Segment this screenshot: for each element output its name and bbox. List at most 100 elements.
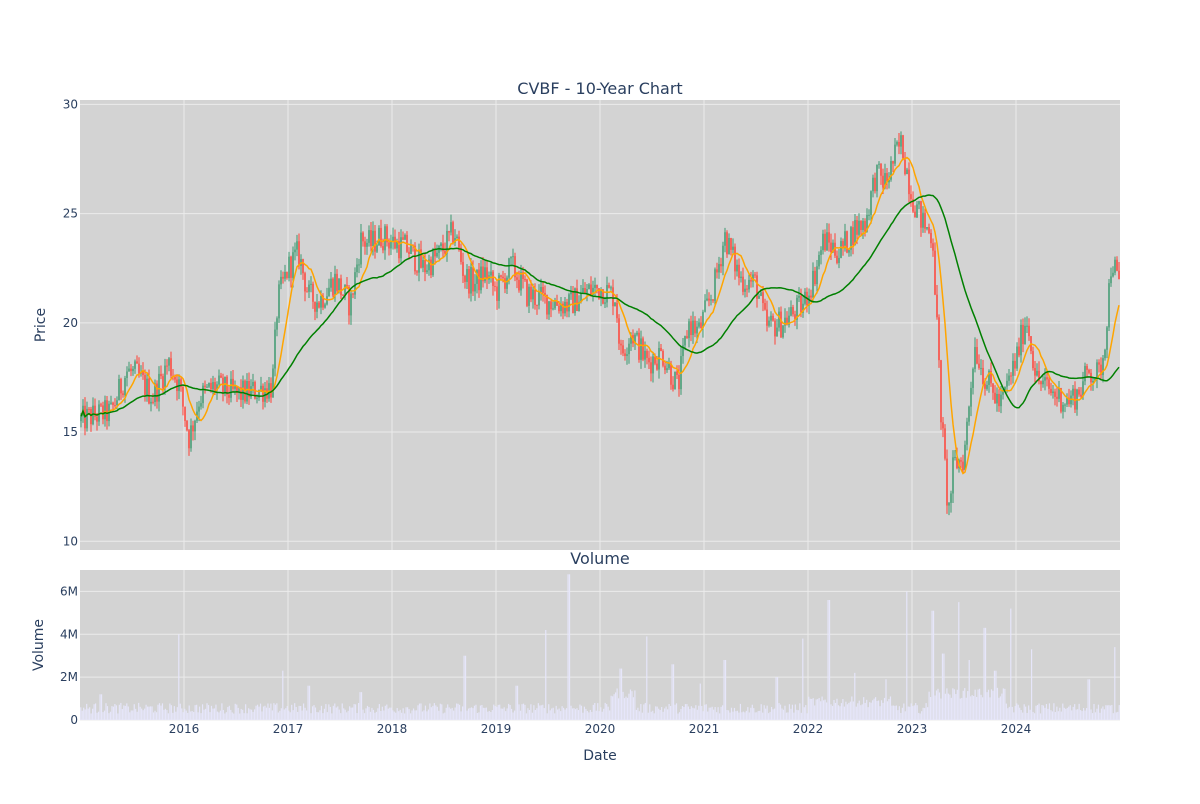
volume-bar xyxy=(331,713,333,720)
volume-bar xyxy=(261,711,263,720)
volume-bar xyxy=(485,707,487,720)
volume-bar xyxy=(686,704,688,720)
candle-body xyxy=(616,302,618,319)
volume-bar xyxy=(224,713,226,720)
candle-body xyxy=(482,266,484,282)
candle-body xyxy=(198,406,200,412)
candle-body xyxy=(712,299,714,301)
candle-body xyxy=(792,307,794,315)
candle-body xyxy=(368,230,370,243)
candle-body xyxy=(520,272,522,291)
candle-body xyxy=(1064,404,1066,406)
volume-bar xyxy=(292,710,294,720)
volume-bar xyxy=(898,706,900,720)
candle-body xyxy=(810,295,812,298)
candle-body xyxy=(640,338,642,360)
volume-bar xyxy=(817,699,819,720)
volume-bar xyxy=(286,706,288,720)
candle-body xyxy=(710,299,712,301)
volume-bar xyxy=(117,713,119,720)
volume-bar xyxy=(530,704,532,720)
candle-body xyxy=(158,373,160,402)
volume-bar xyxy=(613,694,615,720)
volume-bar xyxy=(307,685,309,720)
volume-bar xyxy=(402,708,404,720)
volume-bar xyxy=(230,709,232,720)
candle-body xyxy=(928,227,930,233)
candle-body xyxy=(766,309,768,326)
volume-bar xyxy=(515,685,517,720)
candle-body xyxy=(1094,378,1096,381)
volume-bar xyxy=(93,704,95,720)
candle-body xyxy=(188,430,190,449)
candle-body xyxy=(688,321,690,339)
candle-body xyxy=(892,161,894,164)
candle-body xyxy=(814,270,816,285)
volume-bar xyxy=(118,704,120,720)
candle-body xyxy=(998,393,1000,407)
candle-body xyxy=(592,287,594,295)
candle-body xyxy=(798,295,800,298)
volume-bar xyxy=(357,703,360,720)
volume-bar xyxy=(191,711,193,720)
candle-body xyxy=(686,336,688,339)
candle-body xyxy=(526,279,528,306)
candle-body xyxy=(252,381,254,387)
volume-bar xyxy=(999,696,1001,720)
volume-bar xyxy=(984,627,987,720)
volume-bar xyxy=(408,709,410,720)
candle-body xyxy=(1010,375,1012,377)
volume-bar xyxy=(164,708,167,720)
volume-bar xyxy=(823,700,825,720)
volume-bar xyxy=(366,705,369,720)
candle-body xyxy=(852,227,854,246)
volume-bar xyxy=(710,707,712,720)
candle-body xyxy=(282,276,284,279)
candle-body xyxy=(874,177,876,192)
volume-bar xyxy=(885,679,887,720)
candle-body xyxy=(672,384,674,390)
volume-bar xyxy=(166,710,168,720)
candle-body xyxy=(842,241,844,247)
volume-bar xyxy=(383,710,385,720)
volume-bar xyxy=(668,703,670,720)
volume-bar xyxy=(264,705,266,720)
volume-bar xyxy=(669,706,672,720)
volume-bar xyxy=(546,713,548,720)
candle-body xyxy=(836,255,838,263)
volume-bar xyxy=(598,711,600,720)
volume-bar xyxy=(346,712,348,720)
candle-body xyxy=(884,173,886,188)
volume-bar xyxy=(872,700,874,720)
candle-body xyxy=(148,378,150,404)
volume-bar xyxy=(707,711,709,720)
volume-bar xyxy=(499,704,501,720)
candle-body xyxy=(828,232,830,243)
candle-body xyxy=(938,317,940,361)
volume-bar xyxy=(519,710,522,720)
candle-body xyxy=(670,363,672,385)
volume-bar xyxy=(157,704,159,720)
volume-bar xyxy=(95,703,97,720)
volume-bar xyxy=(470,707,473,720)
volume-bar xyxy=(882,702,884,720)
volume-bar xyxy=(487,711,489,720)
volume-bar xyxy=(941,653,944,720)
candle-body xyxy=(444,251,446,254)
candle-body xyxy=(214,382,216,391)
candle-body xyxy=(90,408,92,425)
volume-bar xyxy=(392,710,394,720)
volume-bar xyxy=(1007,708,1009,720)
volume-bar xyxy=(555,705,557,720)
volume-bar xyxy=(353,704,355,720)
candle-body xyxy=(636,332,638,335)
volume-bar xyxy=(861,704,863,720)
volume-bar xyxy=(955,694,957,720)
volume-bar xyxy=(96,712,98,720)
volume-bar xyxy=(711,706,713,720)
candle-body xyxy=(642,338,644,360)
volume-bar xyxy=(759,710,761,720)
candle-body xyxy=(516,277,518,280)
candle-body xyxy=(886,173,888,183)
volume-bar xyxy=(953,689,955,720)
